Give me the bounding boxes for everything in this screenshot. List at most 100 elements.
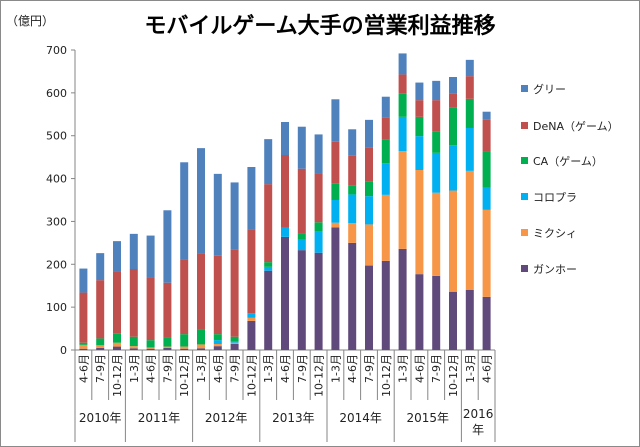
bar-segment [415, 116, 424, 137]
bar-segment [197, 329, 205, 345]
bar-segment [381, 194, 390, 261]
x-category-label: 4-6月 [145, 354, 158, 383]
bar-segment [96, 338, 105, 346]
bar-segment [331, 99, 340, 142]
bar-segment [331, 200, 340, 223]
bar-segment [432, 192, 441, 276]
bar-segment [247, 229, 256, 314]
bar-segment [197, 344, 205, 349]
bar-segment [230, 336, 239, 341]
x-category-label: 1-3月 [262, 354, 275, 383]
x-category-label: 1-3月 [128, 354, 141, 383]
x-year-label: 2014年 [339, 411, 382, 425]
x-category-label: 4-6月 [346, 354, 359, 383]
bar-segment [482, 187, 491, 210]
bar-segment [314, 173, 323, 223]
bar-segment [348, 155, 357, 186]
bar-segment [96, 280, 105, 339]
bar-segment [180, 346, 189, 349]
bar-segment [297, 239, 306, 251]
bar-segment [365, 181, 373, 197]
x-year-label: 2010年 [79, 411, 122, 425]
bar-segment [331, 227, 340, 350]
bar-segment [398, 248, 407, 350]
bar-segment [314, 222, 323, 232]
bar-segment [482, 209, 491, 297]
bar-segment [146, 340, 155, 348]
x-category-label: 4-6月 [481, 354, 494, 383]
bar-segment [381, 139, 390, 164]
bar-segment [465, 128, 474, 171]
bar-segment [297, 250, 306, 350]
bar-segment [482, 151, 491, 188]
bar-segment [398, 53, 407, 75]
x-year-label: 2015年 [407, 411, 450, 425]
bar-segment [331, 222, 340, 228]
legend-swatch [521, 193, 528, 200]
bar-segment [180, 334, 189, 347]
x-year-label: 2013年 [272, 411, 315, 425]
bar-segment [113, 271, 121, 334]
bar-segment [381, 163, 390, 195]
x-category-label: 4-6月 [212, 354, 225, 383]
bar-segment [398, 116, 407, 152]
bar-segment [230, 341, 239, 343]
legend-label: コロプラ [533, 191, 577, 204]
bar-segment [348, 242, 357, 350]
bar-segment [79, 344, 88, 349]
bar-segment [213, 255, 222, 335]
x-year-label: 2011年 [138, 411, 181, 425]
bar-segment [281, 236, 289, 350]
bar-segment [146, 348, 155, 350]
bar-segment [398, 93, 407, 117]
bar-segment [79, 348, 88, 350]
bar-segment [314, 134, 323, 174]
bar-segment [331, 141, 340, 184]
bar-segment [281, 227, 289, 237]
bar-segment [113, 346, 121, 350]
bar-segment [213, 344, 222, 347]
legend-swatch [521, 85, 528, 92]
bar-segment [449, 190, 457, 292]
bar-segment [247, 320, 256, 350]
bar-segment [79, 292, 88, 343]
bar-segment [197, 148, 205, 254]
bar-segment [247, 313, 256, 318]
legend-label: CA（ゲーム） [533, 155, 603, 168]
bar-segment [365, 119, 373, 148]
legend-swatch [521, 157, 528, 164]
legend-label: ミクシィ [533, 227, 577, 240]
bar-segment [180, 348, 189, 350]
bar-segment [348, 129, 357, 156]
x-category-label: 1-3月 [195, 354, 208, 383]
y-tick-label: 100 [46, 301, 67, 314]
bar-segment [281, 122, 289, 155]
bar-segment [163, 282, 172, 338]
bar-segment [113, 241, 121, 272]
bar-segment [129, 233, 138, 269]
y-tick-label: 400 [46, 173, 67, 186]
bar-segment [348, 185, 357, 195]
bar-segment [432, 131, 441, 153]
bar-segment [365, 147, 373, 182]
x-category-label: 7-9月 [296, 354, 309, 383]
bar-segment [415, 100, 424, 117]
x-category-label: 7-9月 [94, 354, 107, 383]
bar-segment [113, 342, 121, 347]
y-tick-label: 300 [46, 215, 67, 228]
bar-segment [96, 347, 105, 350]
bar-segment [113, 333, 121, 343]
bar-segment [297, 233, 306, 240]
bar-segment [213, 173, 222, 256]
legend-swatch [521, 265, 528, 272]
x-category-label: 10-12月 [245, 354, 258, 397]
bar-segment [449, 145, 457, 191]
bar-segment [465, 59, 474, 77]
x-year-label: 2012年 [205, 411, 248, 425]
bar-segment [381, 96, 390, 118]
x-category-label: 7-9月 [363, 354, 376, 383]
bar-segment [348, 223, 357, 243]
bar-segment [247, 317, 256, 321]
bar-segment [482, 111, 491, 120]
